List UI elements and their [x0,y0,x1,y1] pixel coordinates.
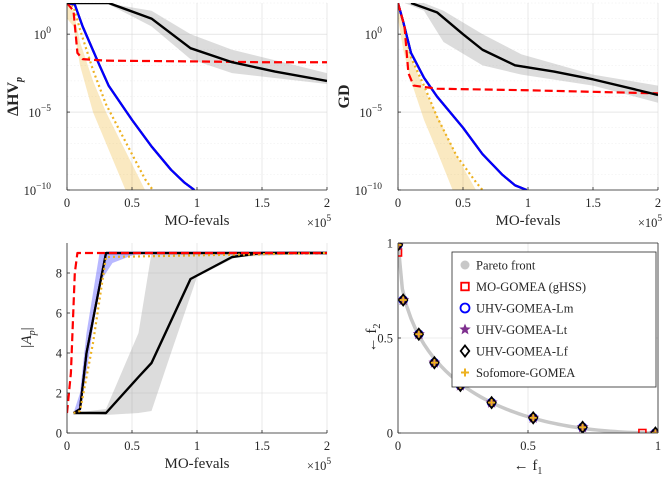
legend-label: Pareto front [476,259,536,273]
x-axis-label: MO-fevals [165,456,230,472]
x-axis-label: ← f1 [514,458,543,477]
series-uhv-gomea-lm [398,3,528,190]
y-axis-label: GD [336,85,353,109]
marker-mo-gomea [638,428,647,433]
x-tick-label: 0.5 [124,196,140,210]
plot-area [67,3,327,190]
legend-marker-circle [459,302,471,314]
legend: Pareto front MO-GOMEA (gHSS) UHV-GOMEA-Lm U… [451,251,657,388]
x-tick-label: 1 [525,196,531,210]
x-tick-label: 1 [194,439,200,453]
legend-label: UHV-GOMEA-Lm [476,302,574,316]
marker-uhv-lf [398,293,409,307]
marker-mo-gomea [398,248,403,257]
series-mo-gomea-ghss- [67,3,327,64]
x-tick-label: 1.5 [585,196,601,210]
x-tick-label: 1.5 [254,439,270,453]
y-tick-label: 2 [56,387,62,401]
y-tick-label: 10−10 [355,182,383,198]
marker-uhv-lf [650,426,658,433]
x-tick-label: 2 [655,196,661,210]
y-axis-label: |Ap| [19,327,38,348]
y-tick-label: 100 [34,26,52,42]
series-mo-gomea-ghss- [398,3,658,95]
band-sofomore-gomea [67,3,145,190]
marker-uhv-lf [486,395,497,410]
series-uhv-gomea-lm [72,251,327,414]
x-tick-label: 0 [395,196,401,210]
x-axis-label: MO-fevals [165,213,230,229]
legend-marker [460,281,470,292]
band-pareto-front [404,3,658,103]
x-tick-label: 2 [324,439,330,453]
y-tick-label: 10−5 [359,104,382,120]
series-uhv-gomea-lm [67,3,196,190]
x-tick-label: 1.5 [254,196,270,210]
y-tick-label: 6 [56,307,62,321]
legend-marker-diamond [459,344,471,358]
legend-marker [459,344,471,358]
x-multiplier: ×105 [307,457,332,473]
y-tick-label: 4 [56,347,63,361]
x-tick-label: 0 [395,439,401,453]
x-tick-label: 0 [64,196,70,210]
y-tick-label: 100 [365,26,383,42]
series-pareto-front [67,3,327,83]
plot-area [67,251,327,415]
panel-gd: 0 0.5 1 1.5 2 100 10−5 10−10 ×105 MO-fevals GD [336,2,663,230]
legend-box [451,251,657,388]
x-tick-label: 1 [194,196,200,210]
y-tick-label: 10−5 [28,104,51,120]
legend-marker [460,260,470,270]
legend-label: UHV-GOMEA-Lt [476,323,568,337]
pareto-front-curve [398,243,658,433]
legend-label: MO-GOMEA (gHSS) [476,280,586,294]
legend-marker [461,368,469,377]
y-tick-label: 1 [387,237,393,251]
series-uhv-gomea-lt [72,251,327,414]
series-pareto-front [73,251,327,415]
series-sofomore-gomea [73,251,327,415]
legend-marker-star [459,323,471,335]
grid [66,2,328,191]
legend-marker-square [460,281,470,292]
x-multiplier: ×105 [638,214,663,230]
marker-uhv-lf [413,327,425,342]
series-pareto-front [410,3,658,97]
series-uhv-gomea-lf [72,251,327,414]
band-pareto-front [67,3,327,85]
x-multiplier: ×105 [307,214,332,230]
panel-ap: 0 0.5 1 1.5 2 0 2 4 6 8 ×105 MO-fevals |Ap| [19,243,331,473]
y-tick-label: 8 [56,267,62,281]
x-tick-label: 0.5 [520,439,536,453]
legend-label: Sofomore-GOMEA [476,366,575,380]
series-sofomore-gomea [67,3,154,190]
y-axis-label: ΔHVp [5,77,25,116]
y-tick-label: 10−10 [24,182,52,198]
x-axis-label: MO-fevals [496,213,561,229]
x-tick-label: 0 [64,439,70,453]
y-tick-label: 0 [387,427,393,441]
band-uhv-gomea-lm [73,253,139,413]
legend-marker [459,302,471,314]
legend-marker [459,323,471,335]
band-pareto-front [73,253,327,415]
marker-uhv-lf [429,355,440,370]
legend-marker-pareto [460,260,470,270]
marker-uhv-lf [527,410,539,425]
plot-area [398,3,658,190]
panel-hv: 0 0.5 1 1.5 2 100 10−5 10−10 ×105 MO-fevals ΔHVp [5,2,332,230]
x-tick-label: 2 [324,196,330,210]
legend-label: UHV-GOMEA-Lf [476,345,569,359]
x-tick-label: 0.5 [455,196,471,210]
series-mo-gomea-ghss- [67,251,327,414]
y-axis-label: ← f2 [364,324,383,353]
x-tick-label: 0.5 [124,439,140,453]
y-tick-label: 0.5 [377,332,393,346]
x-tick-label: 1 [655,439,661,453]
y-tick-label: 0 [56,427,62,441]
